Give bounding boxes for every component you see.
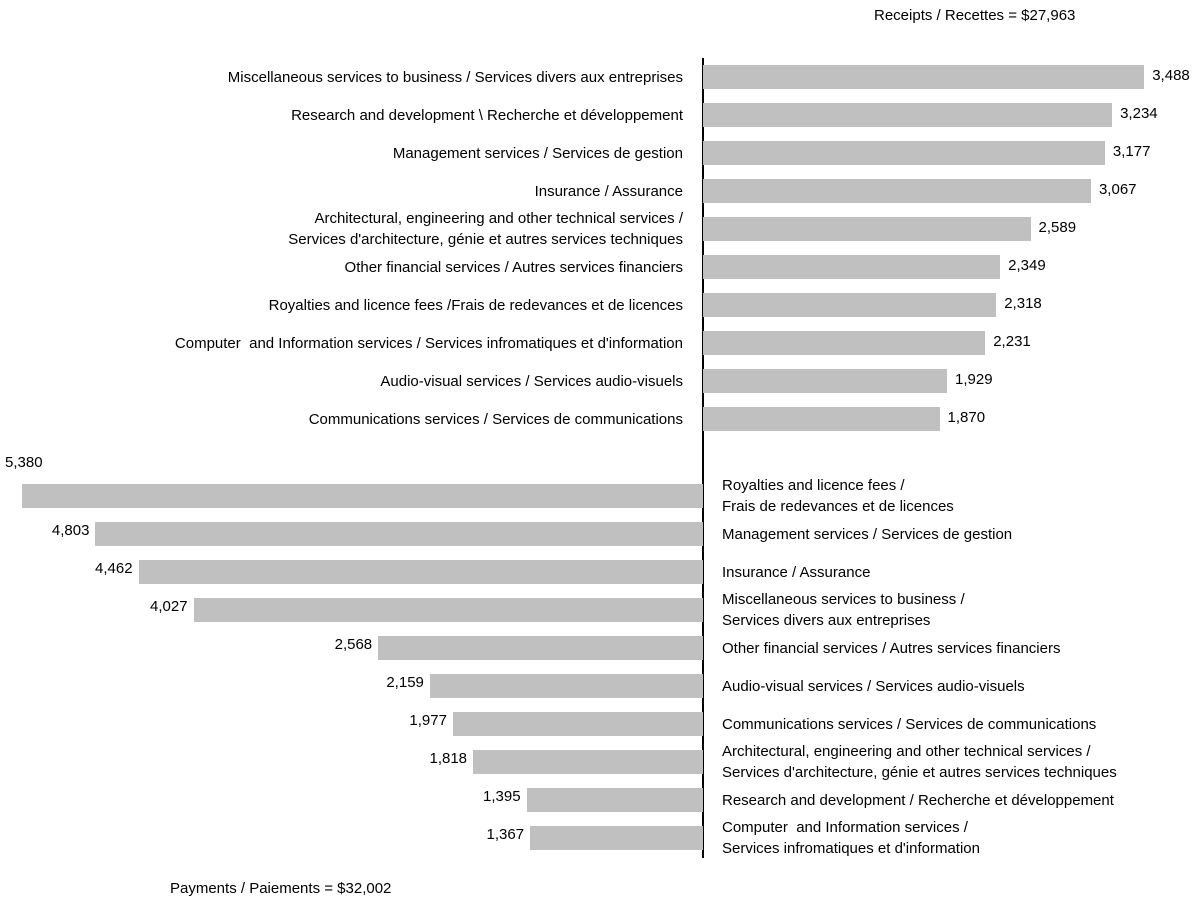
bar (703, 331, 986, 355)
axis-line (702, 58, 704, 858)
value-label: 4,027 (150, 598, 188, 615)
value-label: 1,818 (429, 750, 468, 767)
category-label: Architectural, engineering and other tec… (722, 743, 1117, 781)
value-label: 2,318 (1004, 295, 1042, 312)
category-label: Communications services / Services de co… (308, 410, 683, 428)
bar (22, 484, 703, 508)
category-label: Communications services / Services de co… (722, 715, 1097, 733)
bar (703, 293, 997, 317)
value-label: 3,488 (1152, 67, 1190, 84)
bar (429, 674, 703, 698)
bar (703, 65, 1145, 89)
value-label: 1,367 (486, 826, 525, 843)
value-label: 1,929 (955, 371, 993, 388)
value-label: 4,462 (95, 560, 133, 577)
payments-title: Payments / Paiements = $32,002 (170, 880, 392, 897)
value-label: 3,234 (1120, 105, 1158, 122)
category-label: Audio-visual services / Services audio-v… (722, 677, 1025, 695)
value-label: 1,977 (409, 712, 447, 729)
bar (703, 407, 940, 431)
category-label: Computer and Information services / Serv… (722, 819, 980, 857)
category-label: Insurance / Assurance (722, 563, 871, 581)
value-label: 3,067 (1098, 181, 1137, 198)
bar (473, 750, 703, 774)
value-label: 2,159 (386, 674, 424, 691)
bar (703, 217, 1031, 241)
category-label: Architectural, engineering and other tec… (288, 210, 683, 248)
category-label: Management services / Services de gestio… (392, 144, 683, 162)
bar (95, 522, 703, 546)
category-label: Management services / Services de gestio… (722, 525, 1013, 543)
bar (452, 712, 703, 736)
category-label: Research and development \ Recherche et … (291, 106, 683, 124)
bar (703, 141, 1105, 165)
bar (703, 103, 1113, 127)
category-label: Other financial services / Autres servic… (722, 639, 1061, 657)
category-label: Audio-visual services / Services audio-v… (380, 372, 683, 390)
category-label: Research and development / Recherche et … (722, 791, 1114, 809)
bar (703, 369, 948, 393)
category-label: Miscellaneous services to business / Ser… (227, 68, 683, 86)
category-label: Computer and Information services / Serv… (174, 334, 683, 352)
value-label: 4,803 (51, 522, 90, 539)
value-label: 1,870 (947, 409, 986, 426)
value-label: 3,177 (1112, 143, 1151, 160)
bar (138, 560, 703, 584)
bar (703, 255, 1001, 279)
value-label: 2,349 (1008, 257, 1046, 274)
value-label: 1,395 (483, 788, 521, 805)
category-label: Royalties and licence fees /Frais de red… (268, 296, 683, 314)
category-label: Royalties and licence fees / Frais de re… (722, 477, 954, 515)
bar (526, 788, 703, 812)
bar (530, 826, 703, 850)
category-label: Miscellaneous services to business / Ser… (722, 591, 965, 629)
bar (703, 179, 1091, 203)
value-label: 5,380 (5, 454, 43, 471)
value-label: 2,231 (993, 333, 1031, 350)
category-label: Insurance / Assurance (534, 182, 683, 200)
bar (193, 598, 703, 622)
receipts-title: Receipts / Recettes = $27,963 (874, 7, 1076, 24)
value-label: 2,568 (334, 636, 373, 653)
bar (378, 636, 703, 660)
category-label: Other financial services / Autres servic… (344, 258, 683, 276)
value-label: 2,589 (1038, 219, 1077, 236)
